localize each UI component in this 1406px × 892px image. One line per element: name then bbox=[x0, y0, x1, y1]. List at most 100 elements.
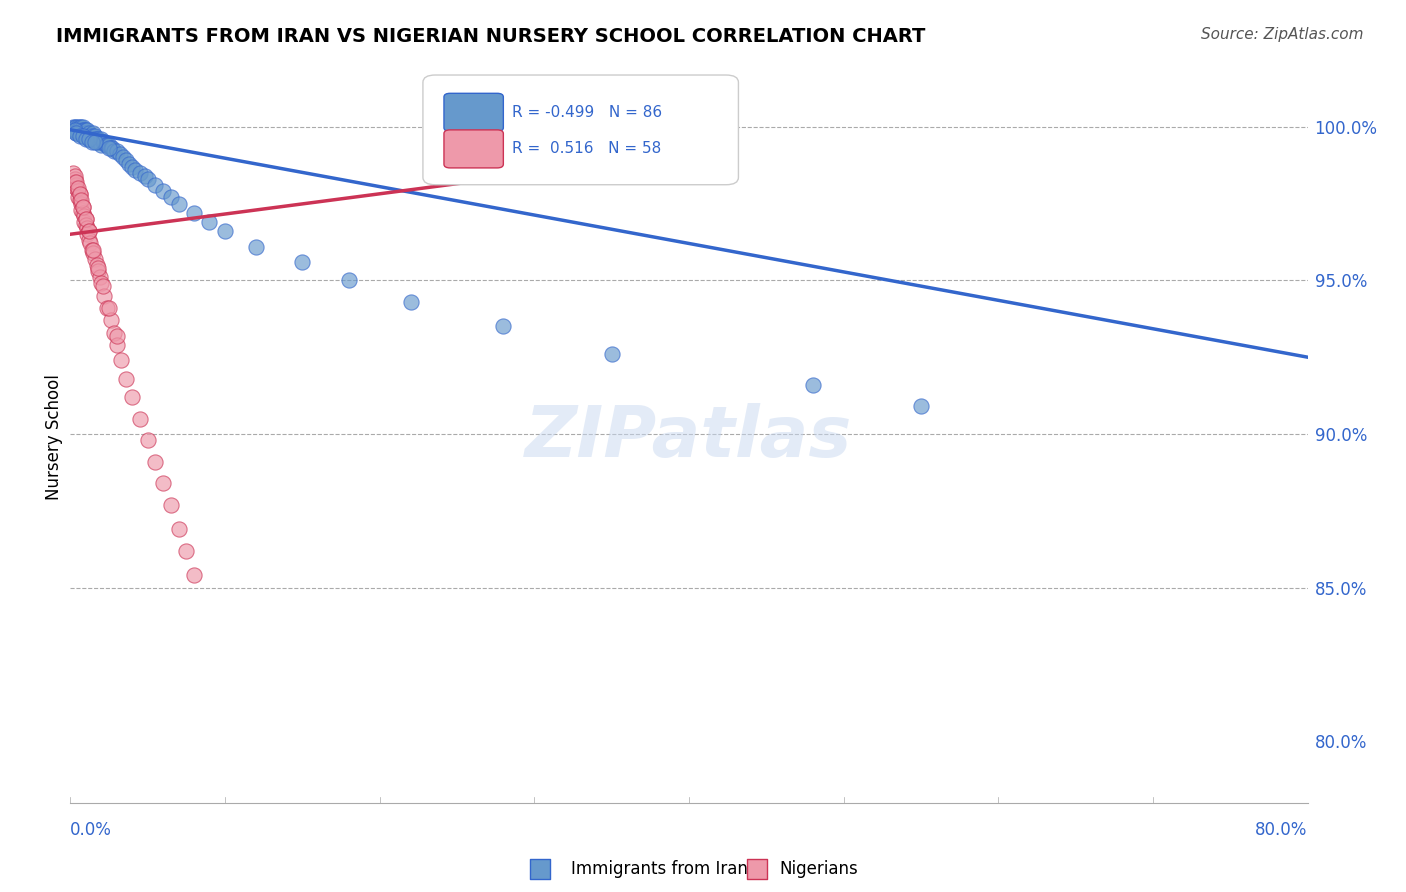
Point bbox=[93, 289, 115, 303]
Point bbox=[86, 132, 108, 146]
Point bbox=[129, 411, 152, 425]
Point bbox=[62, 120, 84, 134]
Point bbox=[76, 227, 98, 242]
Text: R =  0.516   N = 58: R = 0.516 N = 58 bbox=[512, 142, 661, 156]
Point bbox=[75, 132, 97, 146]
Point bbox=[70, 196, 93, 211]
Point bbox=[67, 190, 90, 204]
Point bbox=[118, 156, 141, 170]
Text: Source: ZipAtlas.com: Source: ZipAtlas.com bbox=[1201, 27, 1364, 42]
Point bbox=[69, 187, 91, 202]
Point bbox=[96, 301, 118, 315]
Point bbox=[67, 122, 90, 136]
Point bbox=[69, 194, 91, 208]
Point bbox=[77, 126, 100, 140]
Point bbox=[65, 120, 87, 134]
Point bbox=[145, 178, 166, 192]
Point bbox=[84, 132, 107, 146]
Point bbox=[75, 122, 97, 136]
Point bbox=[76, 122, 98, 136]
Point bbox=[67, 184, 90, 198]
Point bbox=[152, 476, 174, 491]
Point bbox=[63, 169, 86, 183]
Point bbox=[87, 264, 110, 278]
Point bbox=[492, 319, 515, 334]
Point bbox=[910, 400, 932, 414]
Point bbox=[167, 522, 190, 536]
Point bbox=[160, 190, 183, 204]
Point bbox=[198, 215, 221, 229]
Point bbox=[174, 543, 197, 558]
Point bbox=[75, 211, 97, 226]
Text: Immigrants from Iran: Immigrants from Iran bbox=[571, 860, 748, 878]
Point bbox=[73, 122, 96, 136]
Point bbox=[77, 132, 100, 146]
Point bbox=[70, 194, 93, 208]
Point bbox=[76, 221, 98, 235]
FancyBboxPatch shape bbox=[444, 130, 503, 168]
Point bbox=[87, 132, 110, 146]
Point bbox=[76, 128, 98, 143]
Point bbox=[77, 128, 100, 143]
Point bbox=[91, 135, 114, 149]
Point bbox=[79, 132, 101, 146]
Point bbox=[73, 209, 96, 223]
Point bbox=[72, 120, 94, 134]
FancyBboxPatch shape bbox=[423, 75, 738, 185]
Point bbox=[100, 141, 122, 155]
Point bbox=[160, 498, 183, 512]
Point bbox=[72, 200, 94, 214]
Point bbox=[600, 347, 623, 361]
Point bbox=[136, 172, 159, 186]
Point bbox=[62, 166, 84, 180]
Point bbox=[70, 120, 93, 134]
Point bbox=[105, 328, 128, 343]
Point bbox=[72, 126, 94, 140]
Point bbox=[121, 390, 143, 404]
Point bbox=[129, 166, 152, 180]
Point bbox=[80, 243, 103, 257]
Point bbox=[69, 128, 91, 143]
Point bbox=[69, 126, 91, 140]
Point bbox=[98, 301, 120, 315]
Point bbox=[80, 135, 103, 149]
Point bbox=[136, 433, 159, 447]
Point bbox=[82, 126, 105, 140]
FancyBboxPatch shape bbox=[444, 94, 503, 131]
Point bbox=[121, 160, 143, 174]
Point bbox=[70, 202, 93, 217]
Point bbox=[183, 568, 205, 582]
Point bbox=[89, 270, 111, 285]
Point bbox=[79, 236, 101, 251]
Point bbox=[63, 175, 86, 189]
Point bbox=[108, 147, 131, 161]
Point bbox=[152, 184, 174, 198]
Point bbox=[65, 126, 87, 140]
Point bbox=[103, 145, 125, 159]
Point bbox=[86, 258, 108, 272]
Point bbox=[82, 245, 105, 260]
Point bbox=[100, 313, 122, 327]
Point bbox=[63, 122, 86, 136]
Point bbox=[115, 153, 138, 168]
Point bbox=[69, 187, 91, 202]
Point bbox=[105, 338, 128, 352]
Point bbox=[75, 126, 97, 140]
Point bbox=[82, 128, 105, 143]
Point bbox=[124, 162, 146, 177]
Point bbox=[65, 178, 87, 192]
Point bbox=[70, 126, 93, 140]
Point bbox=[90, 132, 112, 146]
Point bbox=[801, 377, 824, 392]
Point bbox=[91, 279, 114, 293]
Point bbox=[73, 128, 96, 143]
Point bbox=[65, 126, 87, 140]
Point bbox=[89, 135, 111, 149]
Point bbox=[75, 218, 97, 232]
Point bbox=[93, 135, 115, 149]
Point bbox=[134, 169, 156, 183]
Point bbox=[86, 135, 108, 149]
Point bbox=[77, 224, 100, 238]
Point bbox=[98, 138, 120, 153]
Text: R = -0.499   N = 86: R = -0.499 N = 86 bbox=[512, 105, 662, 120]
